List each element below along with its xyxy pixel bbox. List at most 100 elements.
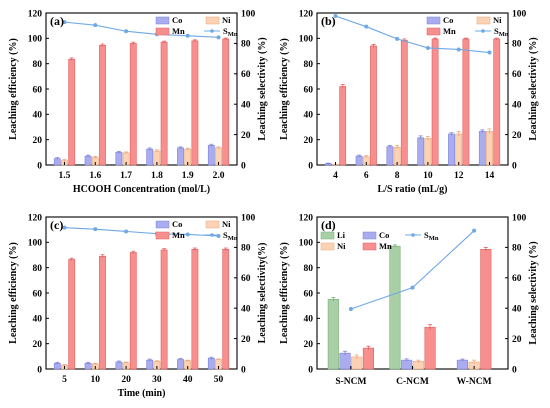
y-tick-label: 80: [304, 264, 314, 274]
y-tick-label: 100: [28, 35, 43, 45]
y-tick-label: 100: [299, 35, 314, 45]
selectivity-point: [93, 227, 98, 232]
bar-mn: [129, 252, 137, 370]
legend-swatch-marker: [411, 233, 415, 237]
bar-mn: [160, 249, 168, 370]
bar-ni: [455, 133, 463, 166]
x-tick-label: C-NCM: [396, 377, 429, 387]
selectivity-point: [185, 232, 190, 237]
legend-label-co: Co: [172, 219, 182, 229]
y2-tick-label: 40: [241, 305, 251, 315]
legend-label-ni: Ni: [493, 15, 502, 25]
bar-co: [339, 352, 351, 370]
legend-swatch-ni: [205, 16, 220, 25]
y-tick-label: 20: [33, 136, 43, 146]
bar-co: [84, 155, 92, 166]
y2-tick-label: 80: [241, 244, 251, 254]
x-tick-label: 40: [183, 375, 193, 385]
y-tick-label: 80: [304, 60, 314, 70]
y-tick-label: 60: [304, 85, 314, 95]
panel-c: 0 20 40 60 80 100 120 0 20 40 60 80 100 5 10 20 30 40 50 (c…: [8, 213, 268, 399]
bar-mn: [370, 45, 377, 166]
x-tick-label: 10: [423, 171, 433, 181]
plot-frame: [316, 216, 509, 370]
selectivity-point: [472, 228, 477, 233]
bar-mn: [160, 41, 168, 166]
y2-tick-label: 0: [241, 161, 246, 171]
bar-mn: [68, 259, 76, 370]
x-tick-label: 1.6: [89, 171, 101, 181]
y-axis-label: Leaching efficiency (%): [8, 38, 19, 140]
y-tick-label: 20: [304, 340, 314, 350]
y2-tick-label: 60: [512, 70, 522, 80]
legend-swatch-mn: [155, 27, 170, 36]
legend-swatch-ni: [320, 242, 335, 251]
legend-swatch-mn: [362, 242, 377, 251]
y-tick-label: 60: [33, 289, 43, 299]
y2-axis-label: Leaching selectivity (%): [528, 241, 539, 344]
selectivity-point: [487, 50, 492, 55]
bar-co: [115, 152, 123, 166]
y-tick-label: 0: [308, 365, 313, 375]
selectivity-line: [335, 15, 490, 54]
selectivity-point: [348, 306, 353, 311]
x-tick-label: W-NCM: [457, 377, 492, 387]
y-axis-label: Leaching efficiency (%): [279, 38, 290, 140]
selectivity-point: [124, 29, 129, 34]
x-tick-label: 5: [62, 375, 67, 385]
legend-swatch-co: [155, 220, 170, 229]
y2-tick-label: 20: [512, 131, 522, 141]
y2-tick-label: 60: [241, 70, 251, 80]
panel-b: 0 20 40 60 80 100 120 0 20 40 60 80 100 4 6 8 10 12 14 (b) L…: [279, 9, 539, 195]
legend-label-ni: Ni: [222, 15, 231, 25]
legend-label-mn: Mn: [172, 230, 185, 240]
x-tick-label: 1.8: [151, 171, 163, 181]
selectivity-point: [216, 35, 221, 40]
bar-mn: [99, 255, 106, 370]
y2-tick-label: 80: [241, 40, 251, 50]
y-axis-label: Leaching efficiency (%): [8, 242, 19, 344]
bar-mn: [424, 326, 436, 370]
x-tick-label: 8: [395, 171, 400, 181]
y2-tick-label: 100: [241, 9, 256, 19]
bar-mn: [400, 39, 408, 166]
selectivity-point: [185, 33, 190, 38]
selectivity-point: [124, 229, 129, 234]
x-tick-label: 2.0: [213, 171, 225, 181]
legend-swatch-marker: [210, 29, 214, 33]
panel-label: (d): [321, 218, 336, 232]
y-tick-label: 20: [33, 340, 43, 350]
legend-swatch-co: [155, 16, 170, 25]
selectivity-point: [62, 20, 67, 25]
y-tick-label: 100: [28, 239, 43, 249]
bar-mn: [339, 86, 347, 166]
legend-swatch-ni: [476, 16, 491, 25]
y-tick-label: 20: [304, 136, 314, 146]
legend-label-mn: Mn: [379, 241, 392, 251]
legend-label-co: Co: [379, 230, 389, 240]
y2-tick-label: 100: [512, 213, 527, 223]
y-tick-label: 60: [33, 85, 43, 95]
legend-swatch-co: [426, 16, 441, 25]
y2-tick-label: 0: [512, 365, 517, 375]
legend-swatch-marker: [481, 29, 485, 33]
legend-swatch-mn: [155, 231, 170, 240]
y2-axis-label: Leaching selectivity(%): [257, 243, 268, 344]
x-tick-label: 12: [454, 171, 464, 181]
x-axis-label: HCOOH Concentration (mol/L): [73, 184, 210, 195]
selectivity-line: [350, 230, 475, 310]
bar-mn: [222, 249, 230, 370]
y2-tick-label: 60: [512, 274, 522, 284]
y-tick-label: 40: [33, 315, 43, 325]
legend-swatch-mn: [426, 27, 441, 36]
y-axis-label: Leaching efficiency (%): [279, 242, 290, 344]
bar-co: [115, 361, 123, 370]
y-tick-label: 120: [28, 9, 43, 19]
panel-label: (c): [50, 218, 63, 232]
bar-co: [448, 133, 455, 166]
y2-axis-label: Leaching selectivity (%): [528, 37, 539, 140]
bar-mn: [191, 40, 199, 166]
selectivity-line: [64, 21, 219, 38]
y2-tick-label: 100: [512, 9, 527, 19]
x-tick-label: 1.9: [182, 171, 194, 181]
